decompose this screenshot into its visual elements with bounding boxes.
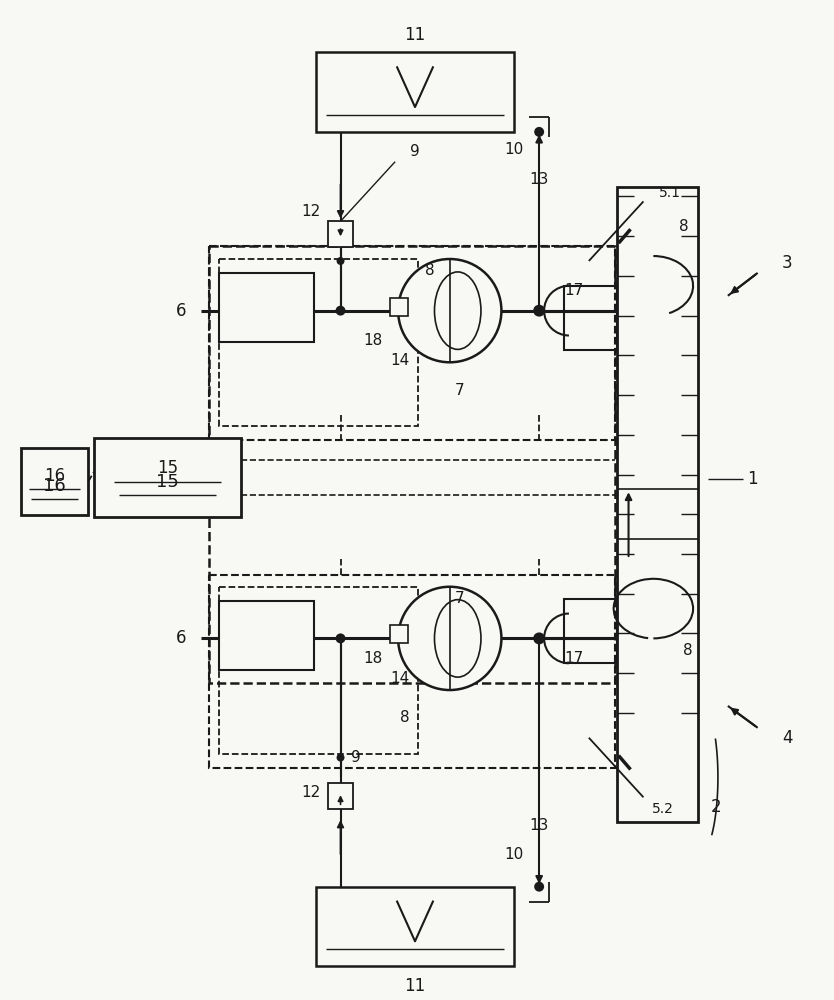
Bar bbox=[328, 221, 354, 247]
Bar bbox=[21, 448, 88, 515]
Bar bbox=[564, 599, 616, 663]
Circle shape bbox=[335, 306, 345, 316]
Text: 8: 8 bbox=[683, 643, 693, 658]
Text: 15: 15 bbox=[156, 473, 179, 491]
Circle shape bbox=[533, 305, 545, 317]
Circle shape bbox=[398, 587, 501, 690]
Text: 9: 9 bbox=[350, 750, 360, 765]
Bar bbox=[564, 286, 616, 350]
Bar bbox=[94, 438, 241, 517]
Text: 7: 7 bbox=[455, 383, 465, 398]
Text: 17: 17 bbox=[565, 283, 584, 298]
Circle shape bbox=[533, 632, 545, 644]
Bar bbox=[209, 246, 615, 440]
Circle shape bbox=[535, 882, 544, 892]
Text: 5.2: 5.2 bbox=[652, 802, 674, 816]
Text: 6: 6 bbox=[176, 629, 187, 647]
Bar bbox=[316, 52, 515, 132]
Text: 16: 16 bbox=[44, 467, 65, 485]
Bar bbox=[209, 575, 615, 768]
Text: 11: 11 bbox=[404, 977, 425, 995]
Bar bbox=[328, 783, 354, 809]
Text: 8: 8 bbox=[425, 263, 435, 278]
Text: 11: 11 bbox=[404, 26, 425, 44]
Bar bbox=[316, 887, 515, 966]
Ellipse shape bbox=[435, 272, 481, 349]
Text: 2: 2 bbox=[711, 798, 721, 816]
Circle shape bbox=[535, 127, 544, 137]
Text: 10: 10 bbox=[505, 142, 524, 157]
Bar bbox=[390, 625, 408, 643]
Text: 7: 7 bbox=[455, 591, 465, 606]
Text: 15: 15 bbox=[157, 459, 178, 477]
Bar bbox=[219, 259, 418, 426]
Text: 18: 18 bbox=[364, 333, 383, 348]
Text: 17: 17 bbox=[565, 651, 584, 666]
Text: 14: 14 bbox=[390, 671, 409, 686]
Text: 1: 1 bbox=[747, 470, 758, 488]
Text: 5.1: 5.1 bbox=[659, 186, 681, 200]
Text: 8: 8 bbox=[400, 710, 409, 725]
Circle shape bbox=[337, 257, 344, 265]
Text: 12: 12 bbox=[301, 204, 320, 219]
Bar bbox=[209, 246, 615, 683]
Bar bbox=[616, 187, 698, 822]
Bar bbox=[219, 601, 314, 670]
Text: 13: 13 bbox=[530, 172, 549, 187]
Text: 3: 3 bbox=[782, 254, 793, 272]
Text: 16: 16 bbox=[43, 477, 66, 495]
Text: 6: 6 bbox=[176, 302, 187, 320]
Text: 13: 13 bbox=[530, 818, 549, 833]
Text: 14: 14 bbox=[390, 353, 409, 368]
Text: 4: 4 bbox=[782, 729, 792, 747]
Text: 10: 10 bbox=[505, 847, 524, 862]
Circle shape bbox=[398, 259, 501, 362]
Bar bbox=[219, 273, 314, 342]
Text: 18: 18 bbox=[364, 651, 383, 666]
Text: 9: 9 bbox=[410, 144, 420, 159]
Text: 8: 8 bbox=[680, 219, 689, 234]
Text: 12: 12 bbox=[301, 785, 320, 800]
Bar bbox=[390, 298, 408, 316]
Circle shape bbox=[335, 633, 345, 643]
Circle shape bbox=[337, 754, 344, 762]
Bar bbox=[219, 587, 418, 754]
Ellipse shape bbox=[435, 600, 481, 677]
